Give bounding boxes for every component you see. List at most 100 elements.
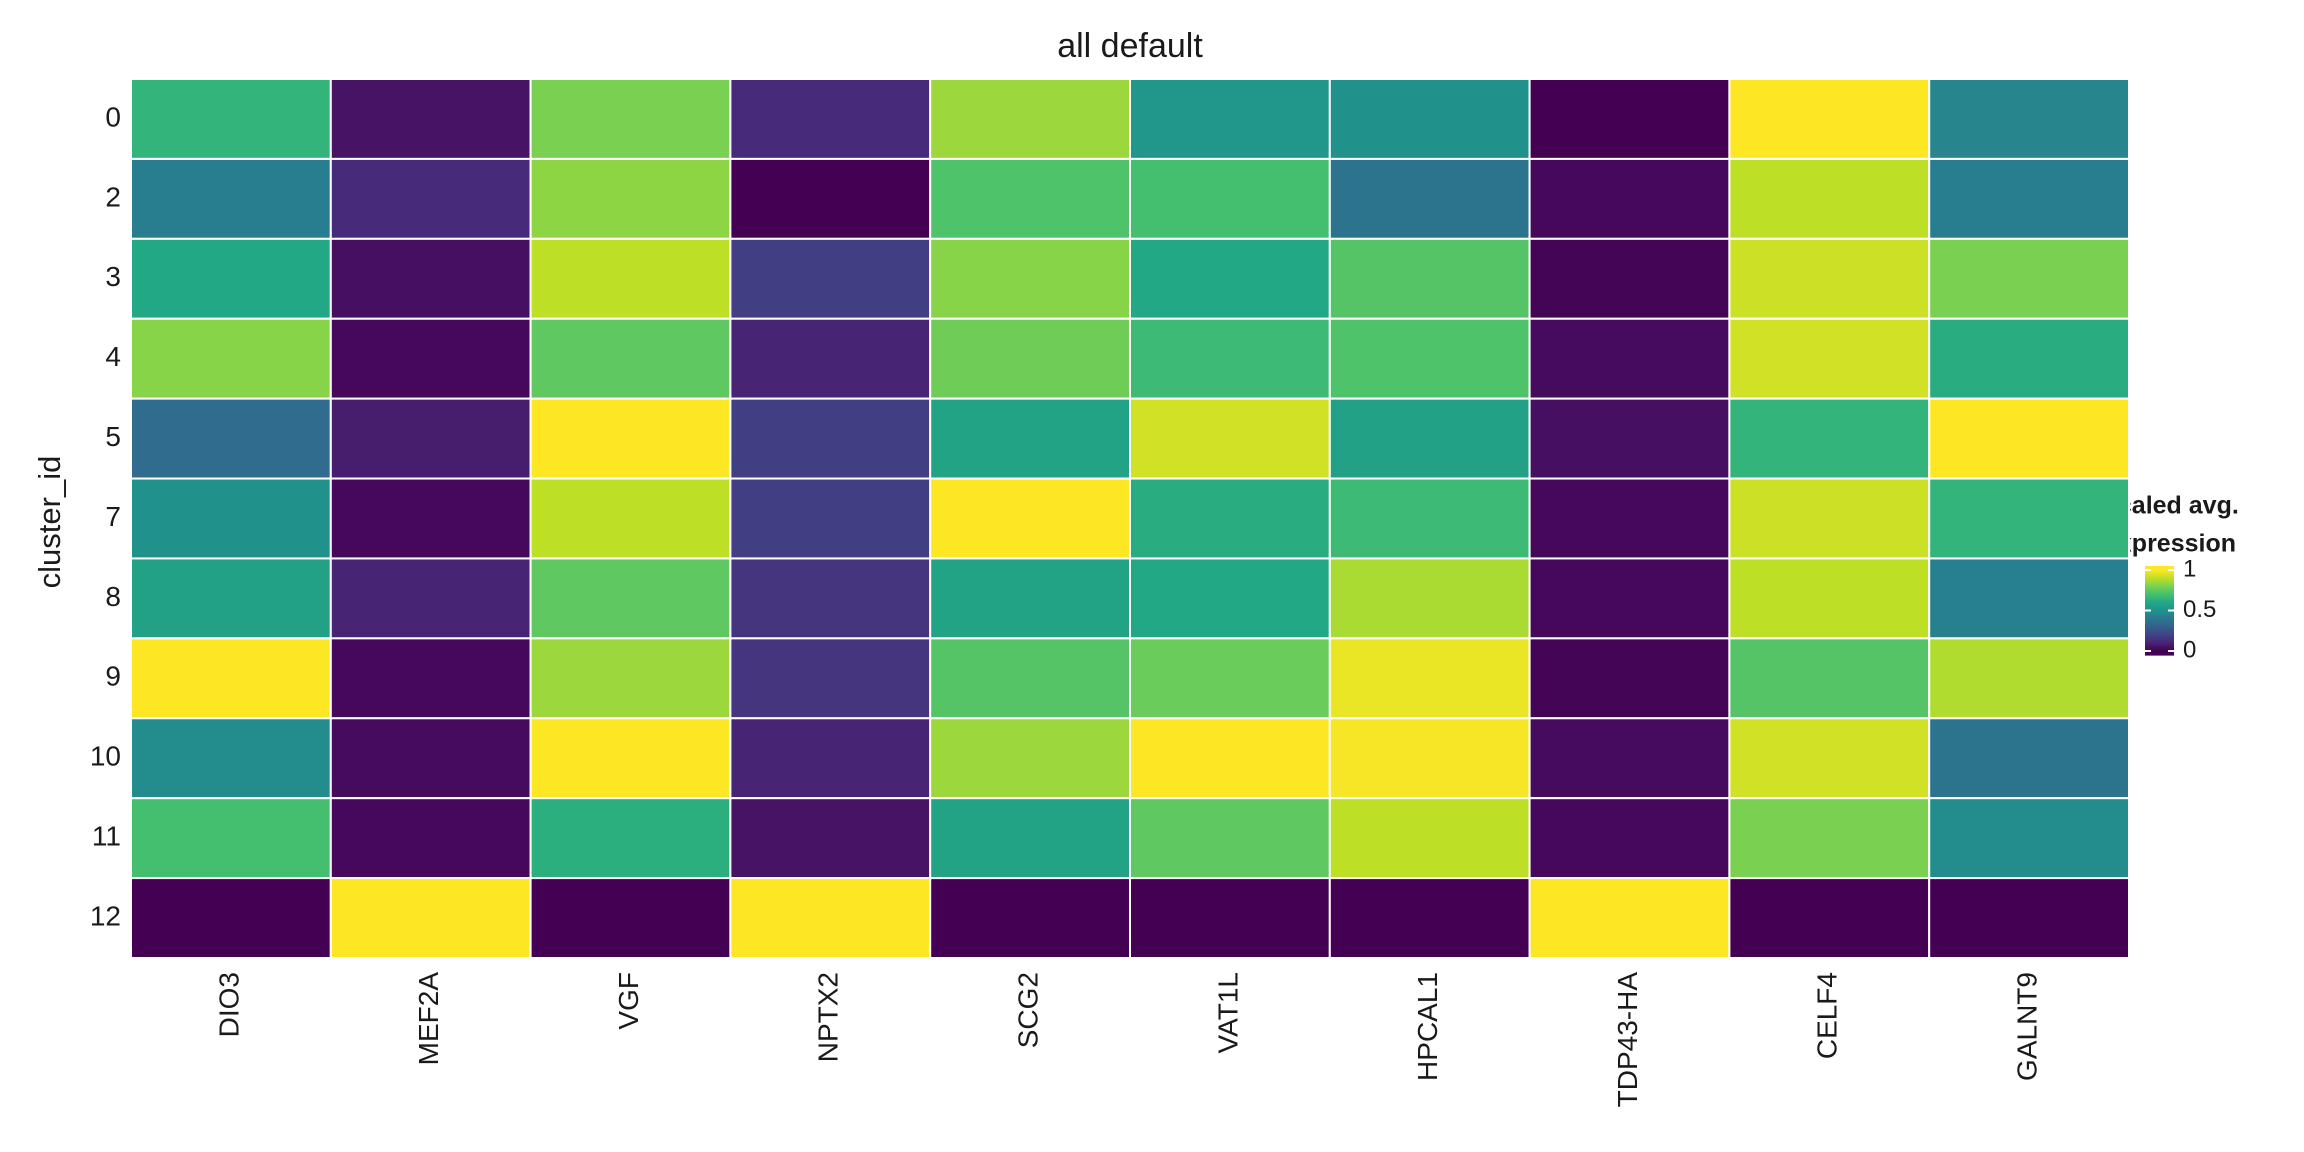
heatmap-cell [1528,397,1731,480]
y-tick-label: 8 [105,581,121,612]
colorbar-segment [2145,653,2174,656]
heatmap-cell [1728,237,1931,320]
heatmap-cell [1328,237,1531,320]
heatmap-cell [529,877,732,959]
colorbar-segment [2145,611,2174,615]
heatmap-cell [529,717,732,800]
heatmap-cell [529,237,732,320]
colorbar-segment [2145,567,2174,570]
x-tick-label: SCG2 [1012,972,1043,1048]
colorbar-segment [2145,628,2174,631]
colorbar-segment [2145,634,2174,637]
colorbar-segment [2145,580,2174,583]
heatmap-cell [729,637,932,720]
heatmap-cell [130,397,332,480]
heatmap-cell [1928,397,2130,480]
heatmap-cell [130,78,332,160]
colorbar-segment [2145,637,2174,640]
heatmap-cell [1129,877,1331,959]
heatmap-cell [929,157,1132,240]
heatmap-cell [729,797,932,880]
colorbar-segment [2145,622,2174,625]
heatmap-cell [329,317,532,400]
heatmap-cell [130,477,332,560]
heatmap-cell [529,557,732,640]
heatmap-cell [1928,317,2130,400]
colorbar-segment [2145,566,2174,569]
heatmap-cell [1928,877,2130,959]
colorbar-segment [2145,571,2174,575]
colorbar-segment [2145,577,2174,580]
heatmap-cell [729,717,932,800]
colorbar-segment [2145,614,2174,618]
heatmap-cell [929,397,1132,480]
y-tick-label: 2 [105,181,121,212]
x-tick-label: GALNT9 [2011,972,2042,1081]
heatmap-cell [1728,877,1931,959]
heatmap-cell [1928,477,2130,560]
heatmap-cell [1728,317,1931,400]
heatmap-cell [130,317,332,400]
heatmap-cell [729,78,932,160]
x-tick-label: CELF4 [1812,972,1843,1059]
heatmap-cell [1129,717,1331,800]
colorbar-segment [2145,625,2174,628]
heatmap-cell [1328,477,1531,560]
heatmap-cell [1328,877,1531,959]
heatmap-cell [1129,637,1331,720]
heatmap-cell [529,397,732,480]
y-tick-label: 3 [105,261,121,292]
colorbar-segment [2145,613,2174,616]
heatmap-cell [1528,717,1731,800]
heatmap-cell [1328,397,1531,480]
heatmap-cell [1328,78,1531,160]
heatmap-cell [929,477,1132,560]
y-tick-label: 4 [105,341,121,372]
heatmap-cell [1528,477,1731,560]
colorbar-segment [2145,649,2174,652]
colorbar-segment [2145,632,2174,635]
y-tick-label: 5 [105,421,121,452]
heatmap-cell [130,637,332,720]
chart-title: all default [1057,27,1203,65]
heatmap-cell [1928,78,2130,160]
colorbar-segment [2145,586,2174,589]
heatmap-cell [1129,477,1331,560]
heatmap-cell [1328,317,1531,400]
x-tick-label: MEF2A [413,972,444,1066]
heatmap-cell [130,237,332,320]
y-tick-label: 11 [92,821,121,852]
colorbar-segment [2145,574,2174,577]
heatmap-cell [1728,717,1931,800]
heatmap-cell [130,557,332,640]
colorbar-segment [2145,629,2174,632]
colorbar-tick-label: 1 [2183,555,2196,582]
heatmap-cell [1728,157,1931,240]
heatmap-cell [729,557,932,640]
heatmap-cell [329,157,532,240]
heatmap-cell [929,717,1132,800]
heatmap-cell [1528,877,1731,959]
colorbar-segment [2145,570,2174,573]
colorbar-segment [2145,595,2174,598]
colorbar-segment [2145,650,2174,653]
x-tick-label: TDP43-HA [1612,972,1643,1108]
heatmap-cell [1528,637,1731,720]
heatmap-cell [1728,477,1931,560]
y-tick-label: 7 [105,501,121,532]
colorbar-segment [2145,640,2174,643]
heatmap-cell [1129,397,1331,480]
heatmap-cell [729,477,932,560]
heatmap-cell [130,717,332,800]
heatmap-cell [929,317,1132,400]
colorbar-segment [2145,609,2174,612]
heatmap-cell [1728,557,1931,640]
colorbar-segment [2145,641,2174,644]
colorbar-segment [2145,588,2174,591]
y-tick-label: 0 [105,101,121,132]
colorbar-segment [2145,626,2174,629]
heatmap-cell [1129,237,1331,320]
heatmap-cell [1728,637,1931,720]
heatmap-cell [1528,78,1731,160]
colorbar-segment [2145,573,2174,576]
